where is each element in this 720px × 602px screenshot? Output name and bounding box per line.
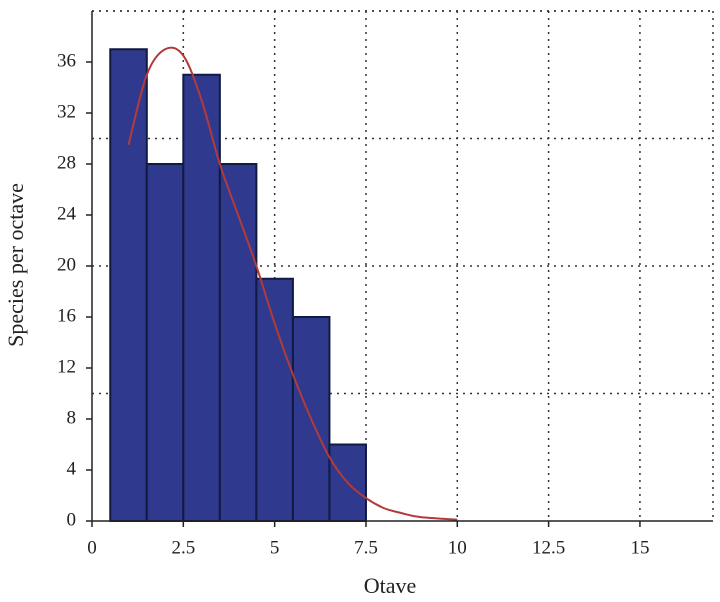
bar bbox=[145, 163, 185, 522]
y-tick-label: 12 bbox=[57, 356, 76, 377]
y-tick-label: 24 bbox=[57, 203, 77, 224]
bar bbox=[109, 48, 148, 522]
x-tick-label: 15 bbox=[630, 537, 649, 558]
y-tick-label: 20 bbox=[57, 254, 76, 275]
x-tick-label: 2.5 bbox=[171, 537, 195, 558]
x-tick-label: 12.5 bbox=[532, 537, 565, 558]
y-tick-label: 28 bbox=[57, 152, 76, 173]
y-tick-label: 8 bbox=[67, 407, 77, 428]
y-tick-label: 0 bbox=[67, 509, 77, 530]
y-tick-label: 36 bbox=[57, 50, 76, 71]
y-tick-label: 16 bbox=[57, 305, 76, 326]
bar bbox=[182, 73, 221, 522]
fit-curve bbox=[127, 46, 458, 521]
x-axis-label: Otave bbox=[364, 573, 417, 598]
x-tick-label: 10 bbox=[448, 537, 467, 558]
x-tick-label: 5 bbox=[270, 537, 280, 558]
y-tick-label: 4 bbox=[67, 458, 77, 479]
y-tick-label: 32 bbox=[57, 101, 76, 122]
bar bbox=[255, 277, 294, 522]
y-axis-label: Species per octave bbox=[3, 183, 28, 347]
x-tick-label: 0 bbox=[87, 537, 97, 558]
x-tick-label: 7.5 bbox=[354, 537, 378, 558]
